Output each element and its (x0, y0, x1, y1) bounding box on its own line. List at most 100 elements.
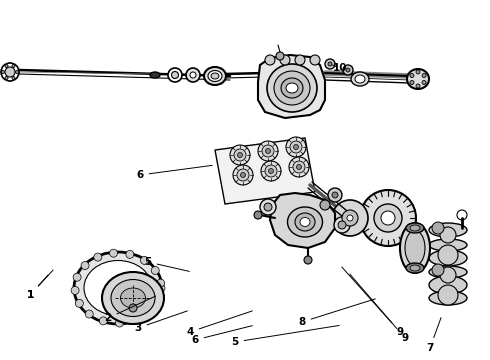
Ellipse shape (111, 279, 155, 316)
Circle shape (5, 77, 8, 80)
Circle shape (347, 215, 353, 221)
Ellipse shape (429, 223, 467, 237)
Circle shape (328, 62, 332, 66)
Text: 10: 10 (333, 63, 347, 73)
Circle shape (293, 161, 305, 173)
Circle shape (151, 266, 159, 274)
Circle shape (294, 144, 298, 149)
Circle shape (286, 137, 306, 157)
Text: 2: 2 (104, 296, 155, 323)
Circle shape (374, 204, 402, 232)
Circle shape (157, 284, 165, 292)
Circle shape (1, 71, 4, 73)
Polygon shape (215, 138, 315, 204)
Ellipse shape (351, 72, 369, 86)
Ellipse shape (355, 75, 365, 83)
Text: 5: 5 (145, 257, 189, 271)
Circle shape (332, 192, 338, 198)
Circle shape (264, 203, 272, 211)
Circle shape (116, 319, 123, 327)
Circle shape (328, 188, 342, 202)
Circle shape (254, 211, 262, 219)
Text: 6: 6 (192, 326, 252, 345)
Circle shape (12, 77, 15, 80)
Circle shape (338, 221, 346, 229)
Circle shape (16, 71, 19, 73)
Polygon shape (270, 193, 335, 248)
Circle shape (343, 65, 353, 75)
Ellipse shape (429, 239, 467, 251)
Circle shape (346, 68, 350, 72)
Circle shape (432, 264, 444, 276)
Circle shape (145, 308, 153, 316)
Ellipse shape (429, 276, 467, 294)
Circle shape (320, 200, 330, 210)
Circle shape (360, 190, 416, 246)
Ellipse shape (211, 73, 219, 79)
Text: 9: 9 (342, 267, 404, 337)
Circle shape (304, 256, 312, 264)
Circle shape (99, 317, 107, 325)
Circle shape (265, 55, 275, 65)
Circle shape (94, 253, 102, 261)
Circle shape (342, 210, 358, 226)
Ellipse shape (406, 223, 424, 233)
Circle shape (262, 145, 274, 157)
Circle shape (85, 310, 93, 318)
Circle shape (234, 149, 246, 161)
Circle shape (233, 165, 253, 185)
Ellipse shape (405, 230, 425, 266)
Circle shape (5, 67, 15, 77)
Circle shape (186, 68, 200, 82)
Circle shape (438, 285, 458, 305)
Circle shape (190, 72, 196, 78)
Ellipse shape (429, 250, 467, 266)
Text: 6: 6 (136, 165, 212, 180)
Ellipse shape (288, 207, 322, 237)
Circle shape (157, 279, 165, 287)
Text: 8: 8 (298, 299, 375, 327)
Circle shape (332, 200, 368, 236)
Ellipse shape (121, 288, 146, 308)
Ellipse shape (84, 261, 152, 315)
Circle shape (126, 250, 134, 258)
Polygon shape (258, 55, 325, 118)
Ellipse shape (410, 225, 420, 231)
Circle shape (290, 141, 302, 153)
Ellipse shape (274, 71, 310, 105)
Circle shape (238, 153, 243, 158)
Circle shape (295, 55, 305, 65)
Circle shape (154, 297, 162, 305)
Circle shape (269, 168, 273, 174)
Ellipse shape (407, 69, 429, 89)
Circle shape (230, 145, 250, 165)
Ellipse shape (410, 265, 420, 271)
Circle shape (438, 245, 458, 265)
Circle shape (334, 217, 350, 233)
Ellipse shape (429, 291, 467, 305)
Ellipse shape (406, 263, 424, 273)
Circle shape (1, 63, 19, 81)
Text: 5: 5 (231, 325, 339, 347)
Circle shape (410, 81, 414, 85)
Circle shape (73, 273, 81, 281)
Ellipse shape (295, 213, 315, 231)
Circle shape (75, 300, 83, 307)
Text: 1: 1 (26, 270, 53, 300)
Circle shape (289, 157, 309, 177)
Text: 9: 9 (350, 274, 409, 343)
Ellipse shape (286, 83, 298, 93)
Circle shape (410, 73, 414, 77)
Circle shape (131, 316, 140, 324)
Ellipse shape (74, 252, 162, 324)
Circle shape (280, 55, 290, 65)
Circle shape (432, 222, 444, 234)
Circle shape (237, 169, 249, 181)
Circle shape (422, 73, 426, 77)
Ellipse shape (400, 223, 430, 273)
Circle shape (422, 81, 426, 85)
Circle shape (381, 211, 395, 225)
Circle shape (325, 59, 335, 69)
Text: 1: 1 (26, 275, 48, 300)
Circle shape (416, 84, 420, 88)
